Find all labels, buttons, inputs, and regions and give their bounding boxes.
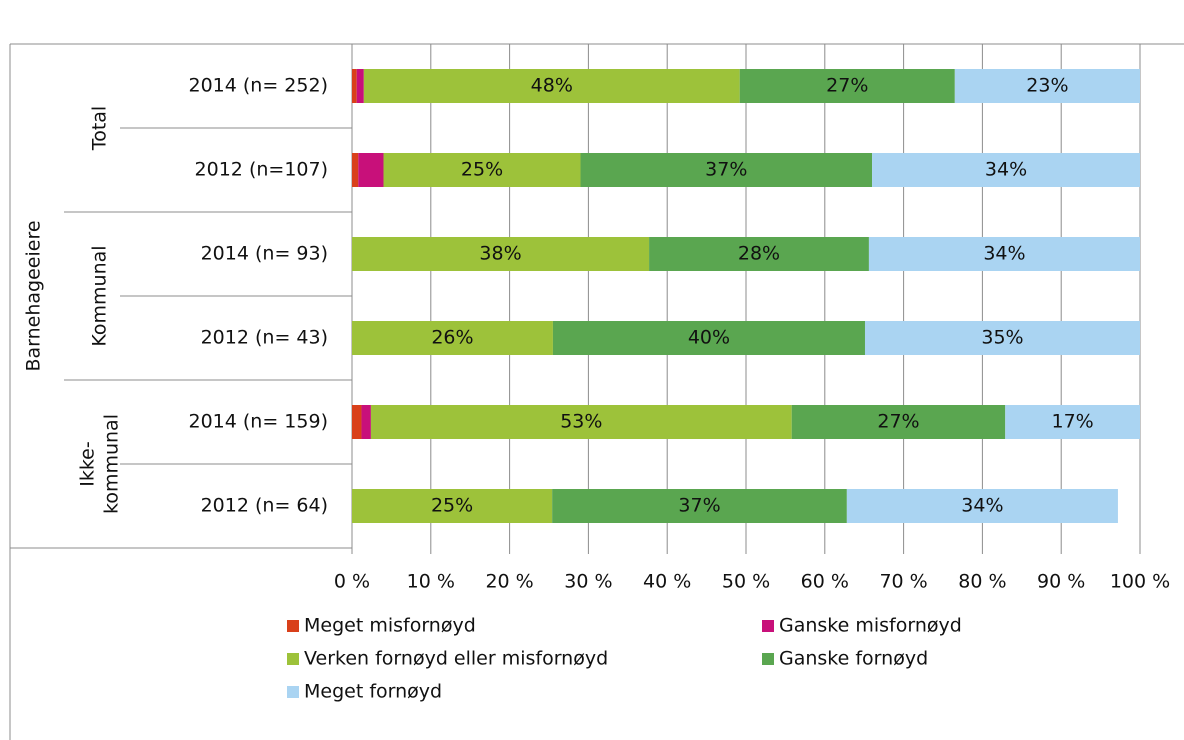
- axis-title: Barnehageeiere: [23, 220, 45, 371]
- data-label: 40%: [688, 327, 730, 349]
- bar-segment: [370, 405, 792, 439]
- data-label: 34%: [983, 243, 1025, 265]
- data-label: 38%: [479, 243, 521, 265]
- group-label: Ikke-: [77, 441, 99, 486]
- data-label: 26%: [431, 327, 473, 349]
- x-tick-label: 0 %: [334, 571, 370, 593]
- x-tick-label: 100 %: [1110, 571, 1170, 593]
- x-tick-label: 20 %: [485, 571, 533, 593]
- bar-segment: [1005, 405, 1140, 439]
- bar-segment: [580, 153, 873, 187]
- legend-label: Ganske fornøyd: [779, 648, 928, 670]
- x-tick-label: 90 %: [1037, 571, 1085, 593]
- bar-segment: [383, 153, 581, 187]
- legend-label: Meget misfornøyd: [304, 615, 476, 637]
- legend-label: Ganske misfornøyd: [779, 615, 962, 637]
- bar-segment: [358, 153, 384, 187]
- bar-segment: [649, 237, 869, 271]
- bar-segment: [352, 69, 357, 103]
- bar-segment: [739, 69, 955, 103]
- data-label: 28%: [738, 243, 780, 265]
- bar-segment: [791, 405, 1006, 439]
- x-tick-label: 80 %: [958, 571, 1006, 593]
- bar-segment: [552, 489, 847, 523]
- data-label: 37%: [678, 495, 720, 517]
- bar-segment: [352, 405, 362, 439]
- data-label: 25%: [431, 495, 473, 517]
- legend-swatch: [287, 686, 299, 698]
- y-tick-label: 2014 (n= 252): [189, 75, 329, 97]
- group-label: Kommunal: [89, 245, 111, 346]
- data-label: 35%: [981, 327, 1023, 349]
- data-label: 25%: [461, 159, 503, 181]
- bar-segment: [846, 489, 1118, 523]
- data-label: 34%: [985, 159, 1027, 181]
- bar-segment: [363, 69, 740, 103]
- bar-segment: [356, 69, 364, 103]
- x-tick-label: 60 %: [801, 571, 849, 593]
- data-label: 48%: [531, 75, 573, 97]
- data-label: 27%: [877, 411, 919, 433]
- bar-segment: [361, 405, 371, 439]
- x-tick-label: 40 %: [643, 571, 691, 593]
- group-label: kommunal: [101, 414, 123, 514]
- y-tick-label: 2014 (n= 159): [189, 411, 329, 433]
- x-tick-label: 10 %: [407, 571, 455, 593]
- bar-segment: [872, 153, 1140, 187]
- legend-swatch: [762, 653, 774, 665]
- x-tick-label: 70 %: [879, 571, 927, 593]
- bar-segment: [552, 321, 865, 355]
- data-label: 27%: [826, 75, 868, 97]
- legend-label: Verken fornøyd eller misfornøyd: [304, 648, 608, 670]
- bar-segment: [864, 321, 1140, 355]
- legend-swatch: [287, 653, 299, 665]
- bar-segment: [352, 489, 553, 523]
- bar-segment: [352, 321, 553, 355]
- bar-segment: [352, 237, 650, 271]
- x-tick-label: 50 %: [722, 571, 770, 593]
- y-tick-label: 2012 (n= 43): [201, 327, 328, 349]
- data-label: 34%: [961, 495, 1003, 517]
- y-tick-label: 2012 (n= 64): [201, 495, 328, 517]
- legend-swatch: [287, 620, 299, 632]
- bar-segment: [954, 69, 1140, 103]
- x-tick-label: 30 %: [564, 571, 612, 593]
- data-label: 37%: [705, 159, 747, 181]
- y-tick-label: 2014 (n= 93): [201, 243, 328, 265]
- group-label: Total: [89, 106, 111, 151]
- data-label: 53%: [560, 411, 602, 433]
- data-label: 17%: [1052, 411, 1094, 433]
- bar-segment: [868, 237, 1140, 271]
- bar-segment: [352, 153, 359, 187]
- legend-swatch: [762, 620, 774, 632]
- y-tick-label: 2012 (n=107): [195, 159, 328, 181]
- legend-label: Meget fornøyd: [304, 681, 442, 703]
- data-label: 23%: [1026, 75, 1068, 97]
